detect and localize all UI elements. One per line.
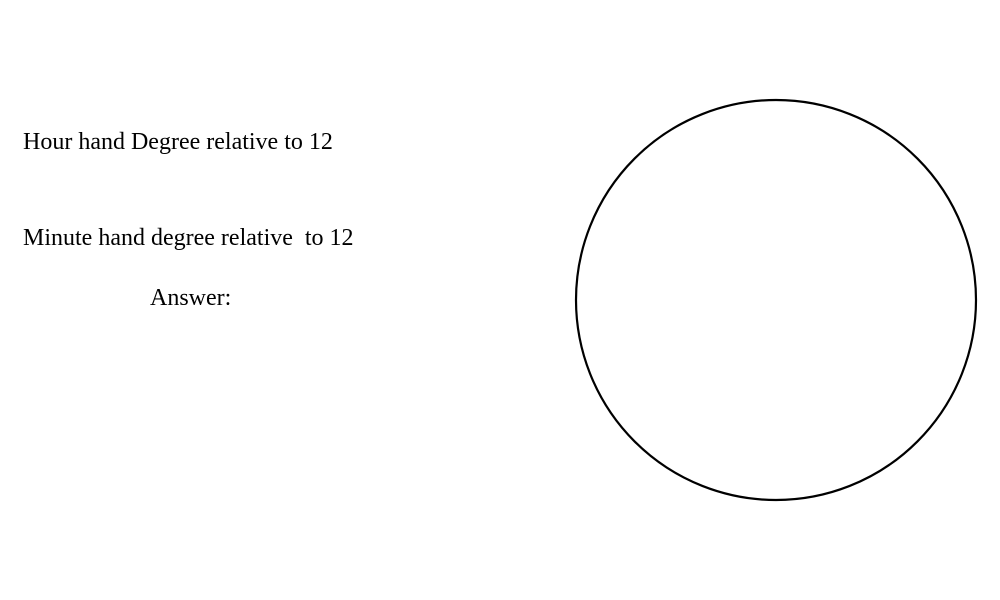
answer-label: Answer: — [150, 285, 232, 311]
minute-hand-degree-label: Minute hand degree relative to 12 — [23, 225, 354, 251]
clock-face-circle — [574, 98, 978, 502]
hour-hand-degree-label: Hour hand Degree relative to 12 — [23, 129, 333, 155]
